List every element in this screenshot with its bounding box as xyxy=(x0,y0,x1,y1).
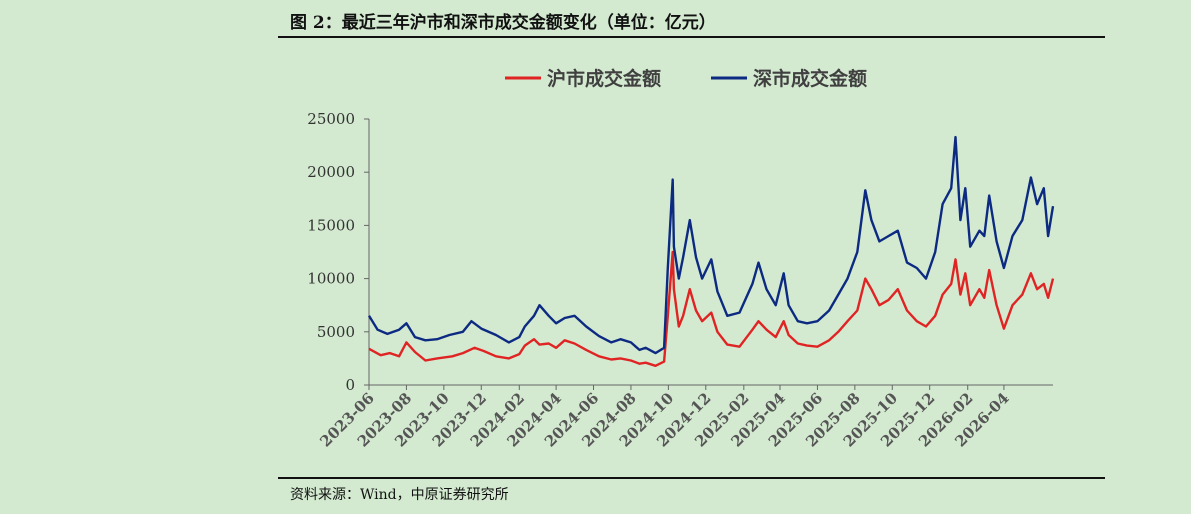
source-note: 资料来源：Wind，中原证券研究所 xyxy=(290,487,509,503)
series-line-1 xyxy=(368,250,1055,367)
bottom-rule xyxy=(278,477,1105,479)
figure-title: 图 2：最近三年沪市和深市成交金额变化（单位：亿元） xyxy=(290,13,716,33)
legend: 沪市成交金额 深市成交金额 xyxy=(505,67,867,90)
series-line-2 xyxy=(367,135,1055,355)
y-tick-label: 15000 xyxy=(307,216,355,234)
top-rule xyxy=(278,36,1105,38)
legend-label-2: 深市成交金额 xyxy=(753,67,867,90)
y-tick-label: 25000 xyxy=(307,110,355,128)
y-tick-label: 10000 xyxy=(307,270,355,288)
legend-label-1: 沪市成交金额 xyxy=(547,67,661,90)
y-tick-label: 5000 xyxy=(317,323,355,341)
y-tick-label: 20000 xyxy=(307,163,355,181)
y-tick-label: 0 xyxy=(345,376,355,394)
axes: 05000100001500020000250002023-062023-082… xyxy=(307,110,1053,451)
series-group xyxy=(367,135,1055,367)
